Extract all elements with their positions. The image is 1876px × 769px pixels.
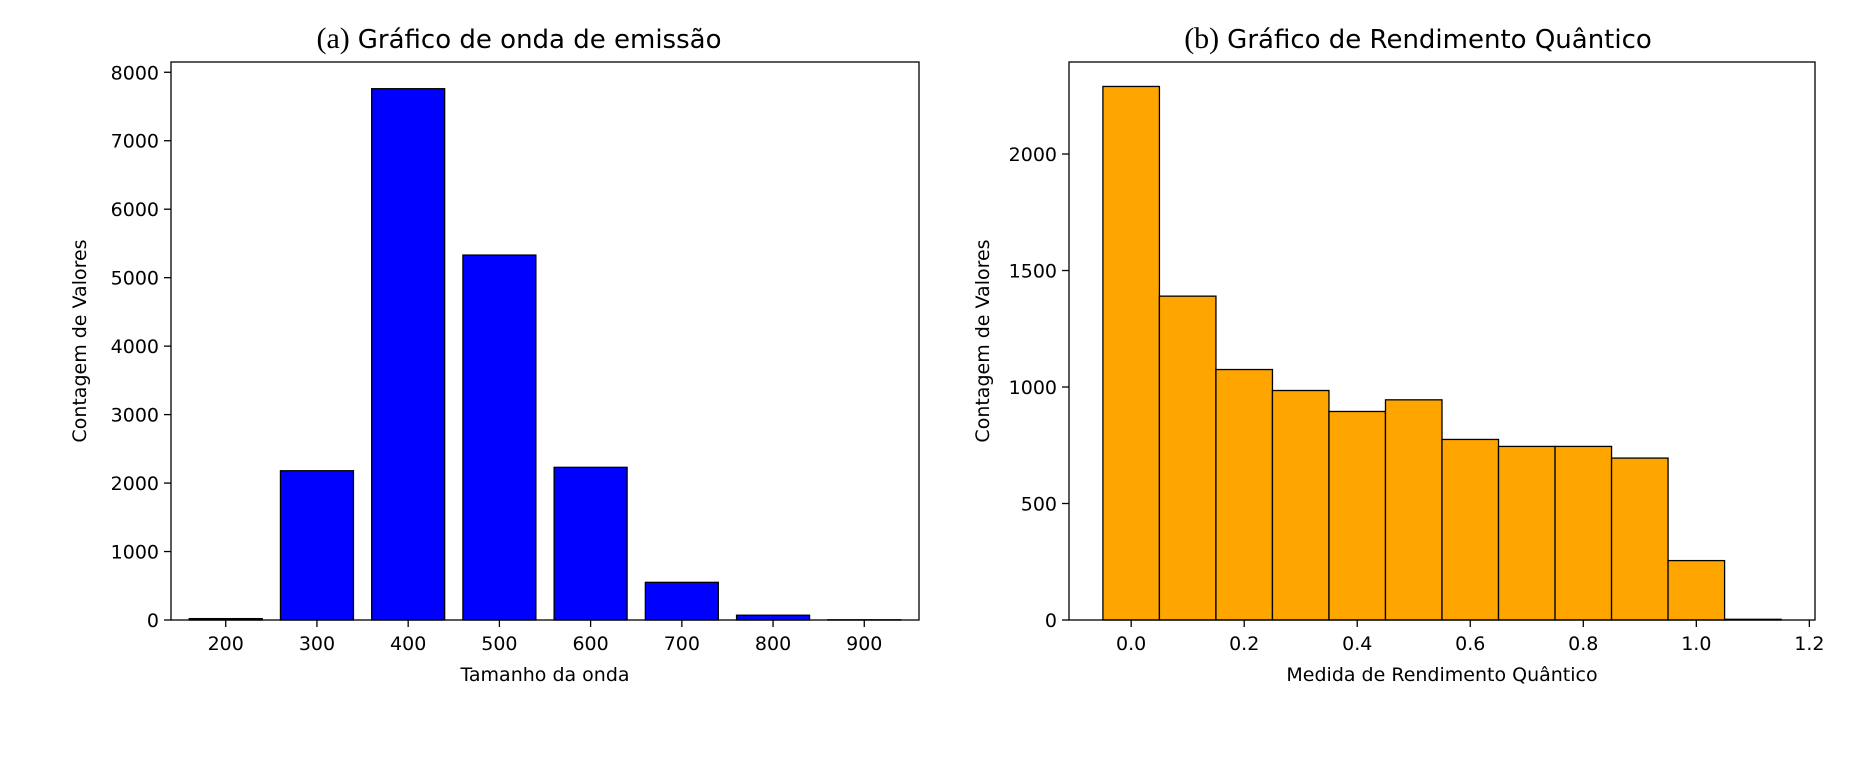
axes-frame xyxy=(170,61,920,621)
x-tick-label: 1.0 xyxy=(1681,633,1711,655)
histogram-bar xyxy=(1497,445,1556,621)
histogram-bar xyxy=(1610,457,1669,621)
histogram-bar xyxy=(1271,389,1330,621)
plot-area xyxy=(1102,85,1782,621)
x-axis-ticks: 200 300 400 500 600 700 800 900 xyxy=(208,620,882,655)
axes-frame xyxy=(1068,61,1816,621)
y-axis-ticks: 0 1000 2000 3000 4000 5000 6000 7000 8000 xyxy=(111,62,171,632)
y-tick-label: 6000 xyxy=(111,199,159,221)
x-tick-label: 0.8 xyxy=(1568,633,1598,655)
histogram-bar xyxy=(1441,438,1500,621)
chart-title-text: Gráfico de Rendimento Quântico xyxy=(1227,25,1652,55)
y-tick-label: 1500 xyxy=(1009,261,1057,283)
bar xyxy=(644,581,719,621)
y-tick-label: 500 xyxy=(1021,494,1057,516)
bar xyxy=(462,254,537,621)
x-tick-label: 0.4 xyxy=(1342,633,1372,655)
y-tick-label: 0 xyxy=(1045,610,1057,632)
y-tick-label: 1000 xyxy=(111,542,159,564)
y-tick-label: 1000 xyxy=(1009,377,1057,399)
chart-title: (b) Gráfico de Rendimento Quântico xyxy=(1184,22,1652,55)
y-axis-ticks: 0 500 1000 1500 2000 xyxy=(1009,144,1069,632)
x-tick-label: 1.2 xyxy=(1794,633,1824,655)
y-tick-label: 7000 xyxy=(111,131,159,153)
y-tick-label: 5000 xyxy=(111,268,159,290)
x-tick-label: 0.0 xyxy=(1116,633,1146,655)
x-axis-label: Medida de Rendimento Quântico xyxy=(1286,664,1597,686)
y-tick-label: 8000 xyxy=(111,62,159,84)
bar xyxy=(735,614,811,621)
histogram-bar xyxy=(1102,85,1161,621)
y-tick-label: 0 xyxy=(147,610,159,632)
x-tick-label: 800 xyxy=(755,633,791,655)
y-axis-label: Contagem de Valores xyxy=(69,239,91,442)
panel-letter: (b) xyxy=(1184,22,1219,55)
histogram-bar xyxy=(1554,445,1613,621)
y-tick-label: 2000 xyxy=(1009,144,1057,166)
x-tick-label: 300 xyxy=(299,633,335,655)
bar xyxy=(371,88,446,621)
chart-emission-wavelength: (a) Gráfico de onda de emissão 200 300 400 5… xyxy=(69,22,920,686)
y-tick-label: 2000 xyxy=(111,473,159,495)
chart-quantum-yield: (b) Gráfico de Rendimento Quântico 0.0 0.2… xyxy=(972,22,1824,686)
panel-letter: (a) xyxy=(316,22,349,55)
x-tick-label: 400 xyxy=(390,633,426,655)
histogram-bar xyxy=(1158,295,1217,621)
bar xyxy=(553,466,628,621)
y-tick-label: 3000 xyxy=(111,405,159,427)
chart-title-text: Gráfico de onda de emissão xyxy=(358,25,722,55)
x-tick-label: 600 xyxy=(572,633,608,655)
x-tick-label: 0.2 xyxy=(1229,633,1259,655)
histogram-bar xyxy=(1384,399,1443,621)
histogram-bar xyxy=(1328,410,1387,621)
chart-title: (a) Gráfico de onda de emissão xyxy=(316,22,721,55)
x-axis-label: Tamanho da onda xyxy=(459,664,629,686)
histogram-bar xyxy=(1215,368,1274,621)
y-axis-label: Contagem de Valores xyxy=(972,239,994,442)
plot-area xyxy=(188,88,902,621)
histogram-bar xyxy=(1667,559,1726,621)
x-axis-ticks: 0.0 0.2 0.4 0.6 0.8 1.0 1.2 xyxy=(1116,620,1824,655)
x-tick-label: 200 xyxy=(208,633,244,655)
x-tick-label: 0.6 xyxy=(1455,633,1485,655)
bar xyxy=(279,470,355,621)
y-tick-label: 4000 xyxy=(111,336,159,358)
x-tick-label: 900 xyxy=(846,633,882,655)
x-tick-label: 500 xyxy=(481,633,517,655)
x-tick-label: 700 xyxy=(664,633,700,655)
